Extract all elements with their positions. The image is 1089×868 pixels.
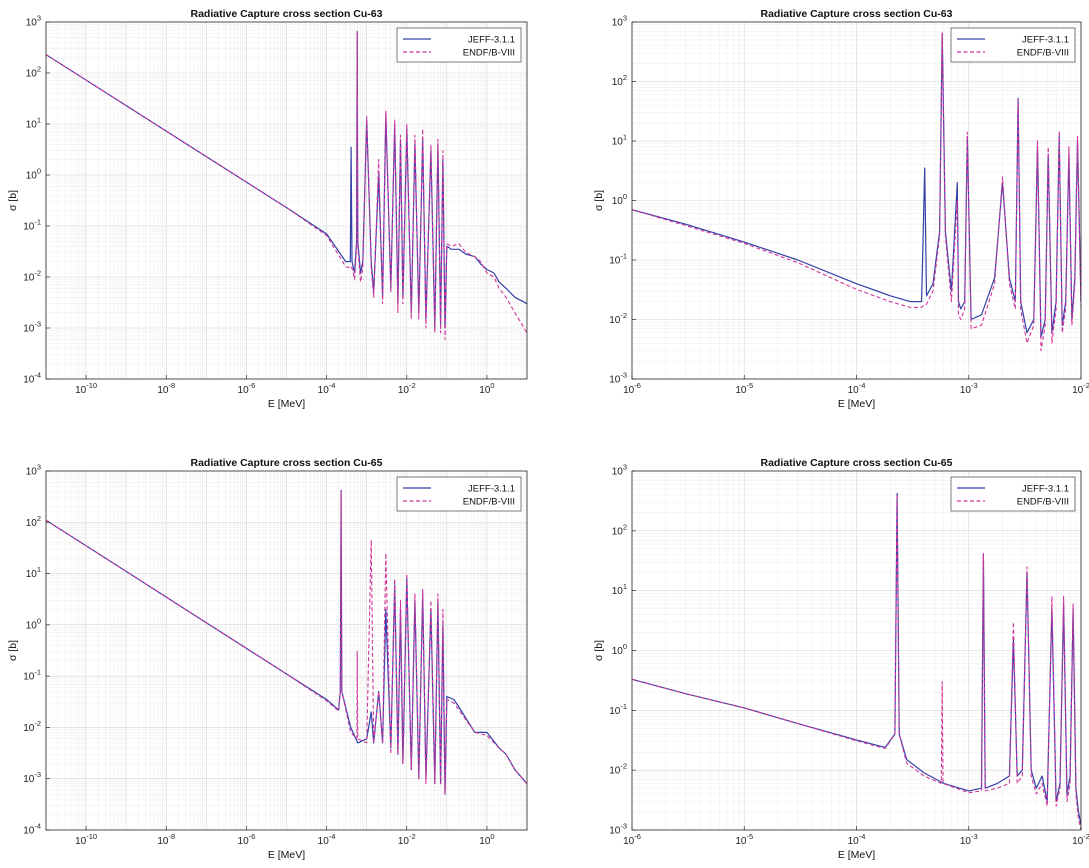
y-tick-label: 10-4 [23, 371, 41, 386]
y-tick-label: 10-1 [23, 668, 41, 683]
x-tick-label: 10-2 [1072, 832, 1089, 847]
x-tick-label: 10-5 [735, 832, 753, 847]
x-tick-label: 100 [479, 381, 494, 396]
x-tick-label: 10-6 [238, 832, 256, 847]
x-tick-label: 10-4 [848, 381, 866, 396]
y-tick-label: 100 [612, 642, 627, 657]
y-tick-label: 10-1 [23, 218, 41, 233]
x-tick-label: 10-2 [398, 381, 416, 396]
series-line-endf [632, 32, 1081, 352]
y-tick-label: 103 [26, 14, 41, 29]
series-group [632, 32, 1081, 352]
legend: JEFF-3.1.1 ENDF/B-VIII [950, 476, 1076, 512]
x-tick-label: 10-3 [960, 832, 978, 847]
y-tick-label: 10-4 [23, 822, 41, 837]
x-tick-label: 10-10 [75, 832, 97, 847]
chart-panel-4: 10-6 10-5 10-4 10-3 10-2 10-3 10-2 10-1 100 101 10… [593, 457, 1089, 861]
series-line-endf [46, 490, 527, 795]
y-axis-label: σ [b] [593, 190, 605, 211]
y-tick-label: 101 [612, 582, 627, 597]
legend: JEFF-3.1.1 ENDF/B-VIII [396, 27, 522, 63]
x-axis-label: E [MeV] [268, 398, 305, 410]
y-tick-label: 10-3 [23, 320, 41, 335]
x-tick-label: 10-8 [157, 381, 175, 396]
axes-box [45, 470, 528, 831]
legend-label-endf: ENDF/B-VIII [463, 48, 515, 59]
y-tick-label: 10-3 [609, 822, 627, 837]
legend-box [396, 27, 522, 63]
legend-label-endf: ENDF/B-VIII [1017, 497, 1069, 508]
x-tick-label: 10-3 [960, 381, 978, 396]
x-tick-label: 10-6 [623, 832, 641, 847]
chart-panel-1: 10-10 10-8 10-6 10-4 10-2 100 10-4 10-3 10-2 10-1… [7, 8, 528, 410]
y-tick-label: 10-2 [609, 311, 627, 326]
chart-panel-2: 10-6 10-5 10-4 10-3 10-2 10-3 10-2 10-1 100 101 10… [593, 8, 1089, 410]
y-tick-label: 10-2 [609, 762, 627, 777]
chart-panel-3: 10-10 10-8 10-6 10-4 10-2 100 10-4 10-3 10-2 10-1… [7, 457, 528, 861]
x-tick-label: 10-5 [735, 381, 753, 396]
series-line-endf [632, 494, 1081, 830]
legend-box [396, 476, 522, 512]
chart-title: Radiative Capture cross section Cu-63 [191, 8, 383, 20]
y-tick-label: 100 [612, 192, 627, 207]
y-tick-label: 10-2 [23, 269, 41, 284]
chart-title: Radiative Capture cross section Cu-65 [191, 457, 383, 469]
y-axis-label: σ [b] [7, 640, 19, 661]
y-tick-label: 101 [612, 133, 627, 148]
axes-box [45, 21, 528, 380]
legend: JEFF-3.1.1 ENDF/B-VIII [396, 476, 522, 512]
legend-label-jeff: JEFF-3.1.1 [1022, 35, 1069, 46]
y-tick-label: 103 [26, 463, 41, 478]
x-tick-label: 10-4 [318, 832, 336, 847]
x-tick-label: 10-4 [848, 832, 866, 847]
y-tick-label: 10-1 [609, 702, 627, 717]
y-tick-label: 100 [26, 616, 41, 631]
x-tick-label: 10-8 [157, 832, 175, 847]
legend-label-jeff: JEFF-3.1.1 [468, 35, 515, 46]
y-tick-label: 101 [26, 116, 41, 131]
series-line-endf [46, 30, 527, 340]
y-axis-label: σ [b] [593, 640, 605, 661]
x-tick-label: 10-6 [623, 381, 641, 396]
legend: JEFF-3.1.1 ENDF/B-VIII [950, 27, 1076, 63]
legend-label-endf: ENDF/B-VIII [1017, 48, 1069, 59]
y-tick-label: 10-2 [23, 719, 41, 734]
y-tick-label: 101 [26, 565, 41, 580]
y-tick-label: 10-3 [609, 371, 627, 386]
x-tick-label: 10-4 [318, 381, 336, 396]
x-tick-label: 10-10 [75, 381, 97, 396]
legend-label-jeff: JEFF-3.1.1 [1022, 484, 1069, 495]
y-tick-label: 102 [612, 522, 627, 537]
legend-box [950, 27, 1076, 63]
x-axis-label: E [MeV] [838, 398, 875, 410]
series-group [46, 30, 527, 340]
y-tick-label: 102 [26, 514, 41, 529]
x-tick-label: 10-6 [238, 381, 256, 396]
y-tick-label: 10-1 [609, 252, 627, 267]
y-tick-label: 102 [612, 73, 627, 88]
legend-label-endf: ENDF/B-VIII [463, 497, 515, 508]
y-tick-label: 10-3 [23, 770, 41, 785]
y-tick-label: 102 [26, 65, 41, 80]
x-tick-label: 100 [479, 832, 494, 847]
y-axis-label: σ [b] [7, 190, 19, 211]
series-group [632, 492, 1081, 830]
y-tick-label: 100 [26, 167, 41, 182]
legend-box [950, 476, 1076, 512]
x-axis-label: E [MeV] [838, 849, 875, 861]
legend-label-jeff: JEFF-3.1.1 [468, 484, 515, 495]
series-line-jeff [632, 32, 1081, 338]
y-tick-label: 103 [612, 14, 627, 29]
x-axis-label: E [MeV] [268, 849, 305, 861]
chart-title: Radiative Capture cross section Cu-63 [761, 8, 953, 20]
y-tick-label: 103 [612, 463, 627, 478]
series-group [46, 489, 527, 795]
x-tick-label: 10-2 [398, 832, 416, 847]
x-tick-label: 10-2 [1072, 381, 1089, 396]
chart-title: Radiative Capture cross section Cu-65 [761, 457, 953, 469]
